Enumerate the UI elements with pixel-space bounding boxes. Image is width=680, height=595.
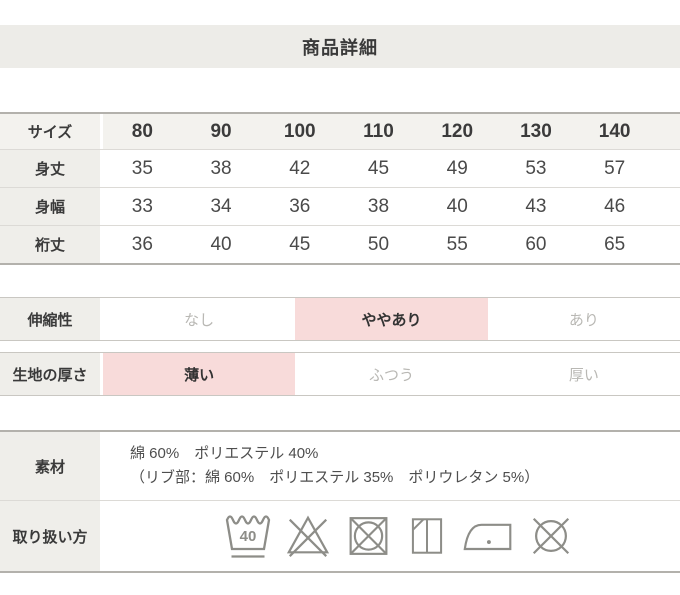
section-title-bar: 商品詳細: [0, 25, 680, 68]
measurement-value: 60: [496, 226, 576, 263]
attribute-option: あり: [487, 298, 680, 340]
measurement-label: 裄丈: [0, 226, 103, 263]
size-column-header: 90: [210, 120, 232, 142]
material-care-block: 素材 綿 60% ポリエステル 40% （リブ部：綿 60% ポリエステル 35…: [0, 430, 680, 573]
attribute-option-selected: 薄い: [103, 353, 296, 395]
attribute-option: 厚い: [487, 353, 680, 395]
measurement-value: 55: [417, 226, 497, 263]
care-row: 取り扱い方 40: [0, 500, 680, 571]
attribute-label: 伸縮性: [0, 298, 103, 340]
measurement-value: 34: [181, 188, 261, 225]
size-header-label: サイズ: [0, 114, 103, 149]
iron-low-heat-icon: [462, 511, 514, 561]
material-line-1: 綿 60% ポリエステル 40%: [130, 445, 319, 462]
measurement-value: 40: [181, 226, 261, 263]
size-table-row: 裄丈 36 40 45 50 55 60 65: [0, 225, 680, 263]
attribute-option-selected: ややあり: [295, 298, 488, 340]
measurement-value: 43: [496, 188, 576, 225]
measurement-value: 36: [103, 226, 182, 263]
attribute-row: 生地の厚さ 薄い ふつう 厚い: [0, 352, 680, 396]
measurement-value: 65: [575, 226, 654, 263]
row-filler: [654, 188, 680, 225]
measurement-value: 36: [260, 188, 340, 225]
measurement-value: 33: [103, 188, 182, 225]
measurement-value: 38: [181, 150, 261, 187]
attribute-label: 生地の厚さ: [0, 353, 103, 395]
material-row: 素材 綿 60% ポリエステル 40% （リブ部：綿 60% ポリエステル 35…: [0, 432, 680, 500]
wash-40-gentle-icon: 40: [225, 511, 271, 561]
size-table-row: 身丈 35 38 42 45 49 53 57: [0, 149, 680, 187]
size-column-header: 120: [441, 120, 474, 142]
measurement-value: 40: [417, 188, 497, 225]
material-label: 素材: [0, 432, 103, 500]
size-column-header: 80: [131, 120, 153, 142]
measurement-value: 45: [260, 226, 340, 263]
material-line-2: （リブ部：綿 60% ポリエステル 35% ポリウレタン 5%）: [130, 469, 540, 486]
row-filler: [654, 226, 680, 263]
page-title: 商品詳細: [302, 37, 378, 58]
size-table: サイズ 80 90 100 110 120 130 140 身丈 35 38 42 45 49 53 57 身幅…: [0, 112, 680, 265]
care-icons-content: 40: [103, 501, 680, 571]
attribute-row: 伸縮性 なし ややあり あり: [0, 297, 680, 341]
wash-temp-label: 40: [240, 528, 257, 545]
size-table-row: 身幅 33 34 36 38 40 43 46: [0, 187, 680, 225]
line-dry-in-shade-icon: [405, 511, 449, 561]
attribute-rows: 伸縮性 なし ややあり あり 生地の厚さ 薄い ふつう 厚い: [0, 297, 680, 396]
do-not-tumble-dry-icon: [345, 511, 392, 561]
measurement-value: 35: [103, 150, 182, 187]
measurement-value: 38: [339, 188, 418, 225]
attribute-option: ふつう: [295, 353, 488, 395]
do-not-dry-clean-icon: [527, 511, 575, 561]
size-column-header: 110: [363, 120, 394, 142]
measurement-value: 46: [575, 188, 654, 225]
size-table-header-row: サイズ 80 90 100 110 120 130 140: [0, 114, 680, 149]
measurement-label: 身丈: [0, 150, 103, 187]
measurement-value: 49: [417, 150, 497, 187]
row-filler: [654, 114, 680, 149]
measurement-value: 50: [339, 226, 418, 263]
measurement-value: 45: [339, 150, 418, 187]
do-not-bleach-icon: [284, 511, 332, 561]
measurement-value: 53: [496, 150, 576, 187]
size-column-header: 140: [598, 120, 631, 142]
measurement-value: 42: [260, 150, 340, 187]
row-filler: [654, 150, 680, 187]
attribute-option: なし: [103, 298, 296, 340]
size-column-header: 130: [520, 120, 552, 142]
material-content: 綿 60% ポリエステル 40% （リブ部：綿 60% ポリエステル 35% ポ…: [103, 432, 680, 500]
measurement-value: 57: [575, 150, 654, 187]
size-column-header: 100: [283, 120, 316, 142]
measurement-label: 身幅: [0, 188, 103, 225]
care-label: 取り扱い方: [0, 501, 103, 571]
